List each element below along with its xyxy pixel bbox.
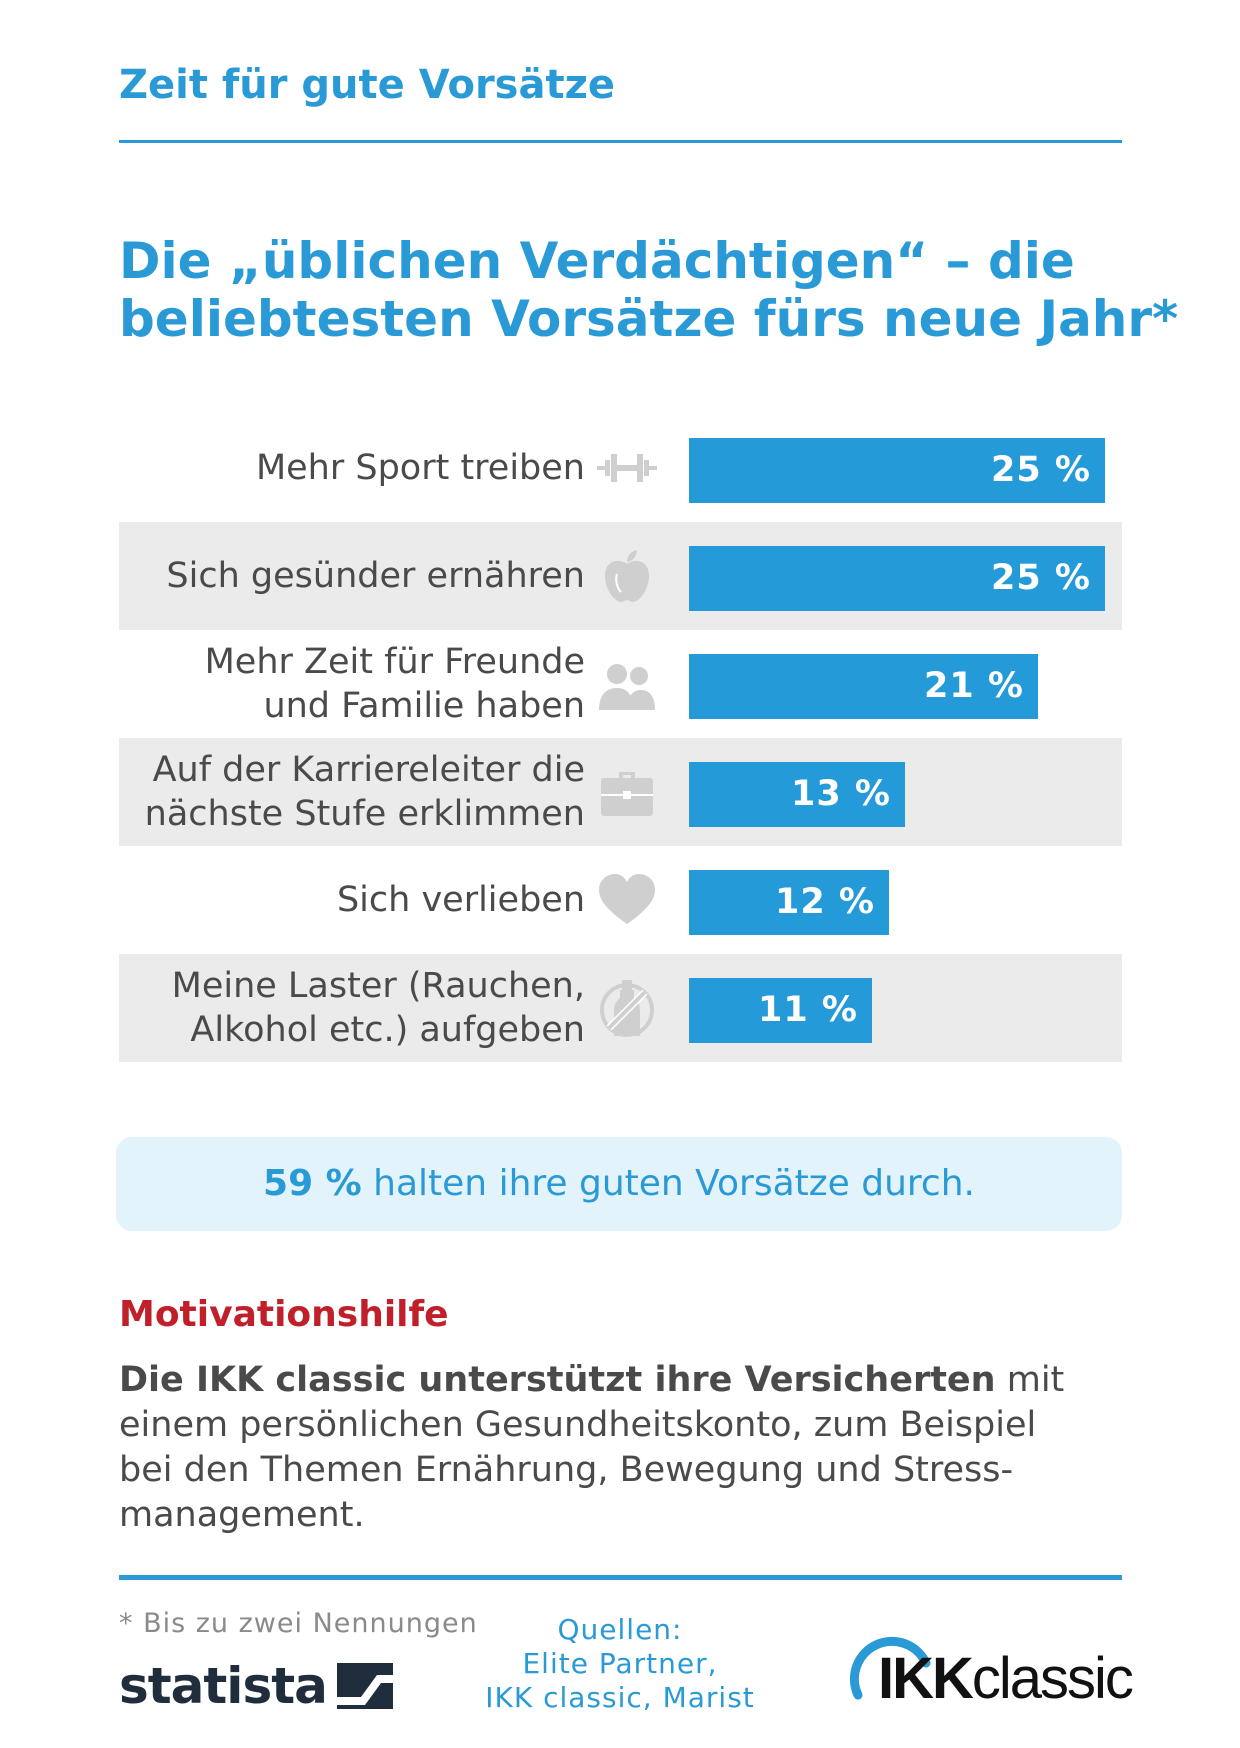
value-label: 25 %: [991, 450, 1091, 490]
category-label-line: Mehr Sport treiben: [255, 448, 585, 488]
callout-value: 59 %: [263, 1163, 362, 1204]
ikk-wordmark-light: classic: [971, 1646, 1134, 1711]
category-label-line: Alkohol etc.) aufgeben: [190, 1010, 585, 1050]
motivation-body: Die IKK classic unterstützt ihre Versich…: [119, 1358, 1129, 1538]
chart-row: Mehr Zeit für Freunde und Familie haben 2…: [119, 630, 1122, 738]
category-label: Auf der Karriereleiter die nächste Stufe …: [125, 738, 585, 846]
category-label-line: Sich gesünder ernähren: [166, 556, 585, 596]
ikk-wordmark: IKKclassic: [878, 1645, 1134, 1712]
bar: [689, 546, 1105, 611]
chart-row: Mehr Sport treiben 25 %: [119, 414, 1122, 522]
callout-box: 59 % halten ihre guten Vorsätze durch.: [116, 1137, 1122, 1231]
ikk-wordmark-bold: IKK: [878, 1646, 974, 1711]
motivation-line-4: management.: [119, 1495, 365, 1535]
ikk-arc-icon: [849, 1636, 931, 1700]
value-label: 13 %: [791, 774, 891, 814]
sources: Quellen: Elite Partner, IKK classic, Mar…: [470, 1613, 770, 1715]
category-label: Meine Laster (Rauchen, Alkohol etc.) aufg…: [125, 954, 585, 1062]
callout-text: halten ihre guten Vorsätze durch.: [361, 1163, 975, 1204]
category-label-line: Mehr Zeit für Freunde: [204, 642, 585, 682]
motivation-line-1: Die IKK classic unterstützt ihre Versich…: [119, 1358, 1129, 1403]
chart-title: Die „üblichen Verdächtigen“ – die belieb…: [119, 232, 1179, 348]
bottom-divider: [119, 1575, 1122, 1580]
sources-title: Quellen:: [557, 1613, 683, 1646]
category-label: Mehr Sport treiben: [125, 414, 585, 522]
kicker-title: Zeit für gute Vorsätze: [119, 62, 616, 108]
people-icon: [599, 664, 655, 710]
motivation-title: Motivationshilfe: [119, 1294, 449, 1335]
sources-line-2: IKK classic, Marist: [485, 1681, 755, 1714]
motivation-line-3: bei den Themen Ernährung, Bewegung und S…: [119, 1450, 1014, 1490]
category-label-line: nächste Stufe erklimmen: [144, 794, 585, 834]
chart-row: Sich verlieben 12 %: [119, 846, 1122, 954]
category-label: Mehr Zeit für Freunde und Familie haben: [125, 630, 585, 738]
briefcase-icon: [601, 772, 653, 816]
category-label-line: Meine Laster (Rauchen,: [171, 966, 585, 1006]
category-label-line: Sich verlieben: [336, 880, 585, 920]
sources-line-1: Elite Partner,: [522, 1647, 718, 1680]
category-label: Sich gesünder ernähren: [125, 522, 585, 630]
bar: [689, 438, 1105, 503]
chart-row: Meine Laster (Rauchen, Alkohol etc.) aufg…: [119, 954, 1122, 1062]
top-divider: [119, 140, 1122, 143]
category-label-line: und Familie haben: [263, 686, 585, 726]
bar: [689, 762, 905, 827]
category-label: Sich verlieben: [125, 846, 585, 954]
ikk-classic-logo: IKKclassic: [846, 1625, 1134, 1715]
bar: [689, 654, 1038, 719]
chart-row: Sich gesünder ernähren 25 %: [119, 522, 1122, 630]
motivation-line-1-rest: mit: [995, 1360, 1065, 1400]
value-label: 21 %: [924, 666, 1024, 706]
statista-mark-icon: [336, 1663, 393, 1709]
dumbbell-icon: [597, 454, 657, 482]
statista-wordmark: statista: [119, 1657, 328, 1715]
bar: [689, 978, 872, 1043]
apple-icon: [605, 550, 649, 602]
motivation-bold-lead: Die IKK classic unterstützt ihre Versich…: [119, 1360, 996, 1400]
value-label: 12 %: [775, 882, 875, 922]
chart-title-line-2: beliebtesten Vorsätze fürs neue Jahr*: [119, 290, 1179, 348]
bar: [689, 870, 889, 935]
value-label: 25 %: [991, 558, 1091, 598]
footnote: * Bis zu zwei Nennungen: [119, 1608, 478, 1639]
chart-row: Auf der Karriereleiter die nächste Stufe …: [119, 738, 1122, 846]
no-alcohol-icon: [600, 980, 654, 1037]
category-label-line: Auf der Karriereleiter die: [152, 750, 585, 790]
heart-icon: [599, 874, 655, 924]
chart-title-line-1: Die „üblichen Verdächtigen“ – die: [119, 232, 1075, 290]
motivation-line-2: einem persönlichen Gesundheitskonto, zum…: [119, 1405, 1037, 1445]
value-label: 11 %: [758, 990, 858, 1030]
statista-logo: statista: [119, 1657, 393, 1715]
